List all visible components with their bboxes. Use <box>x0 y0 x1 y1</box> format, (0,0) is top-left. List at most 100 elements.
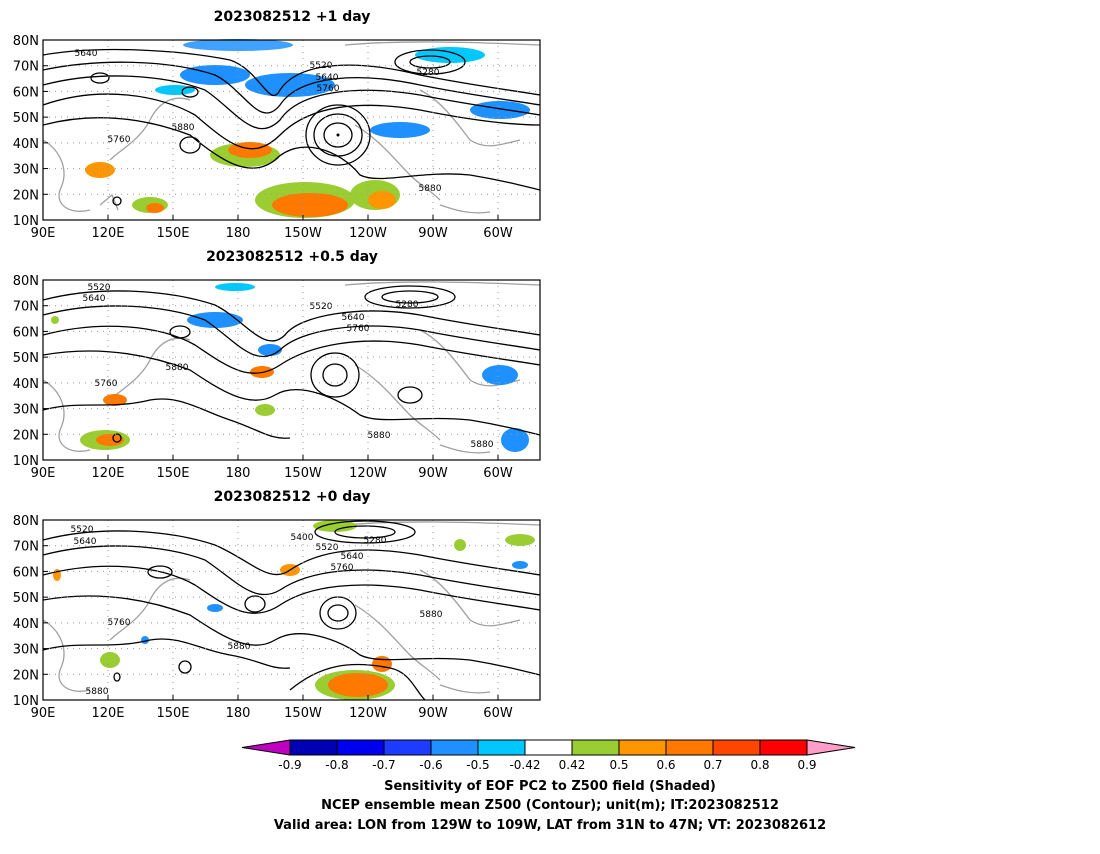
lon-tick-label: 60W <box>483 466 513 481</box>
panel-3-frame <box>42 519 541 701</box>
panel-1-map: 5640 5520 5640 5760 5280 5760 5880 5880 <box>42 39 541 221</box>
lat-tick-label: 10N <box>13 454 39 469</box>
contour-label: 5280 <box>364 536 387 546</box>
colorbar-tick-label: 0.6 <box>656 758 675 772</box>
lon-tick-label: 90W <box>418 226 448 241</box>
lat-tick-label: 60N <box>13 85 39 100</box>
lon-tick-label: 150W <box>284 226 322 241</box>
contour-label: 5400 <box>291 533 314 543</box>
contour-label: 5520 <box>88 283 111 293</box>
colorbar-swatch <box>618 739 667 756</box>
colorbar-swatch <box>571 739 620 756</box>
panel-1-coastlines <box>42 41 541 214</box>
contour-label: 5640 <box>342 313 365 323</box>
lat-tick-label: 70N <box>13 540 39 555</box>
panel-3-gridlines <box>43 520 540 700</box>
contour-label: 5880 <box>228 642 251 652</box>
lon-tick-label: 60W <box>483 706 513 721</box>
colorbar-tick-label: 0.7 <box>703 758 722 772</box>
contour-label: 5520 <box>316 543 339 553</box>
lon-tick-label: 150E <box>156 226 189 241</box>
lon-tick-label: 180 <box>226 226 251 241</box>
lat-tick-label: 60N <box>13 565 39 580</box>
lon-tick-label: 60W <box>483 226 513 241</box>
contour-label: 5760 <box>108 618 131 628</box>
contour-label: 5880 <box>420 610 443 620</box>
colorbar-swatch <box>336 739 385 756</box>
colorbar-tick-label: 0.5 <box>609 758 628 772</box>
lat-tick-label: 40N <box>13 377 39 392</box>
contour-label: 5880 <box>172 123 195 133</box>
panel-2-gridlines <box>43 280 540 460</box>
colorbar-swatch <box>524 739 573 756</box>
colorbar-lower-extension <box>241 739 291 756</box>
contour-label: 5760 <box>347 324 370 334</box>
lon-tick-label: 180 <box>226 706 251 721</box>
colorbar-tick-label: 0.8 <box>750 758 769 772</box>
panel-2-z500-contours <box>42 285 541 443</box>
contour-label: 5520 <box>310 302 333 312</box>
lon-tick-label: 150E <box>156 706 189 721</box>
lat-tick-label: 50N <box>13 591 39 606</box>
panel-3: 2023082512 +0 day <box>13 489 541 721</box>
panel-3-z500-contours <box>42 520 541 701</box>
lat-tick-label: 70N <box>13 60 39 75</box>
lat-tick-label: 80N <box>13 34 39 49</box>
lon-tick-label: 90W <box>418 706 448 721</box>
colorbar: -0.9 -0.8 -0.7 -0.6 -0.5 -0.42 0.42 0.5 0.6 0.7 0.… <box>241 739 856 772</box>
contour-label: 5640 <box>316 73 339 83</box>
colorbar-swatch <box>383 739 432 756</box>
panel-2-map: 5520 5640 5520 5280 5640 5760 5880 5760 … <box>42 279 541 461</box>
lon-tick-label: 120W <box>349 466 387 481</box>
lat-tick-label: 10N <box>13 214 39 229</box>
contour-label: 5760 <box>95 379 118 389</box>
contour-label: 5880 <box>166 363 189 373</box>
lon-tick-label: 120E <box>91 226 124 241</box>
panel-1-title: 2023082512 +1 day <box>214 9 371 25</box>
colorbar-tick-label: -0.6 <box>419 758 442 772</box>
panel-2-title: 2023082512 +0.5 day <box>206 249 378 265</box>
lon-tick-label: 120W <box>349 706 387 721</box>
lat-tick-label: 60N <box>13 325 39 340</box>
lon-tick-label: 120W <box>349 226 387 241</box>
lat-tick-label: 30N <box>13 163 39 178</box>
lat-tick-label: 20N <box>13 668 39 683</box>
panel-1-z500-contours <box>42 48 541 206</box>
lat-tick-label: 70N <box>13 300 39 315</box>
panel-3-title: 2023082512 +0 day <box>214 489 371 505</box>
caption-line-3: Valid area: LON from 129W to 109W, LAT f… <box>274 818 826 833</box>
panel-3-map: 5520 5640 5400 5520 5280 5640 5760 5760 … <box>42 519 541 701</box>
panel-3-coastlines <box>42 521 541 694</box>
lat-tick-label: 40N <box>13 137 39 152</box>
contour-label: 5280 <box>396 300 419 310</box>
colorbar-tick-label: -0.9 <box>278 758 301 772</box>
colorbar-swatch <box>477 739 526 756</box>
lon-tick-label: 150W <box>284 706 322 721</box>
lon-tick-label: 180 <box>226 466 251 481</box>
lon-tick-label: 120E <box>91 706 124 721</box>
colorbar-swatch <box>289 739 338 756</box>
caption-line-1: Sensitivity of EOF PC2 to Z500 field (Sh… <box>384 779 716 794</box>
panel-2-contour-labels: 5520 5640 5520 5280 5640 5760 5880 5760 … <box>83 283 494 450</box>
lat-tick-label: 40N <box>13 617 39 632</box>
lat-tick-label: 80N <box>13 514 39 529</box>
panel-1: 2023082512 +1 day <box>13 9 541 241</box>
lon-tick-label: 120E <box>91 466 124 481</box>
lat-tick-label: 30N <box>13 403 39 418</box>
colorbar-tick-label: -0.7 <box>372 758 395 772</box>
lat-tick-label: 80N <box>13 274 39 289</box>
contour-label: 5520 <box>71 525 94 535</box>
contour-label: 5640 <box>83 294 106 304</box>
lat-tick-label: 30N <box>13 643 39 658</box>
lon-tick-label: 90W <box>418 466 448 481</box>
lon-tick-label: 90E <box>31 226 56 241</box>
contour-label: 5760 <box>331 563 354 573</box>
contour-label: 5880 <box>419 184 442 194</box>
lat-tick-label: 20N <box>13 188 39 203</box>
lon-tick-label: 90E <box>31 466 56 481</box>
lat-tick-label: 50N <box>13 351 39 366</box>
